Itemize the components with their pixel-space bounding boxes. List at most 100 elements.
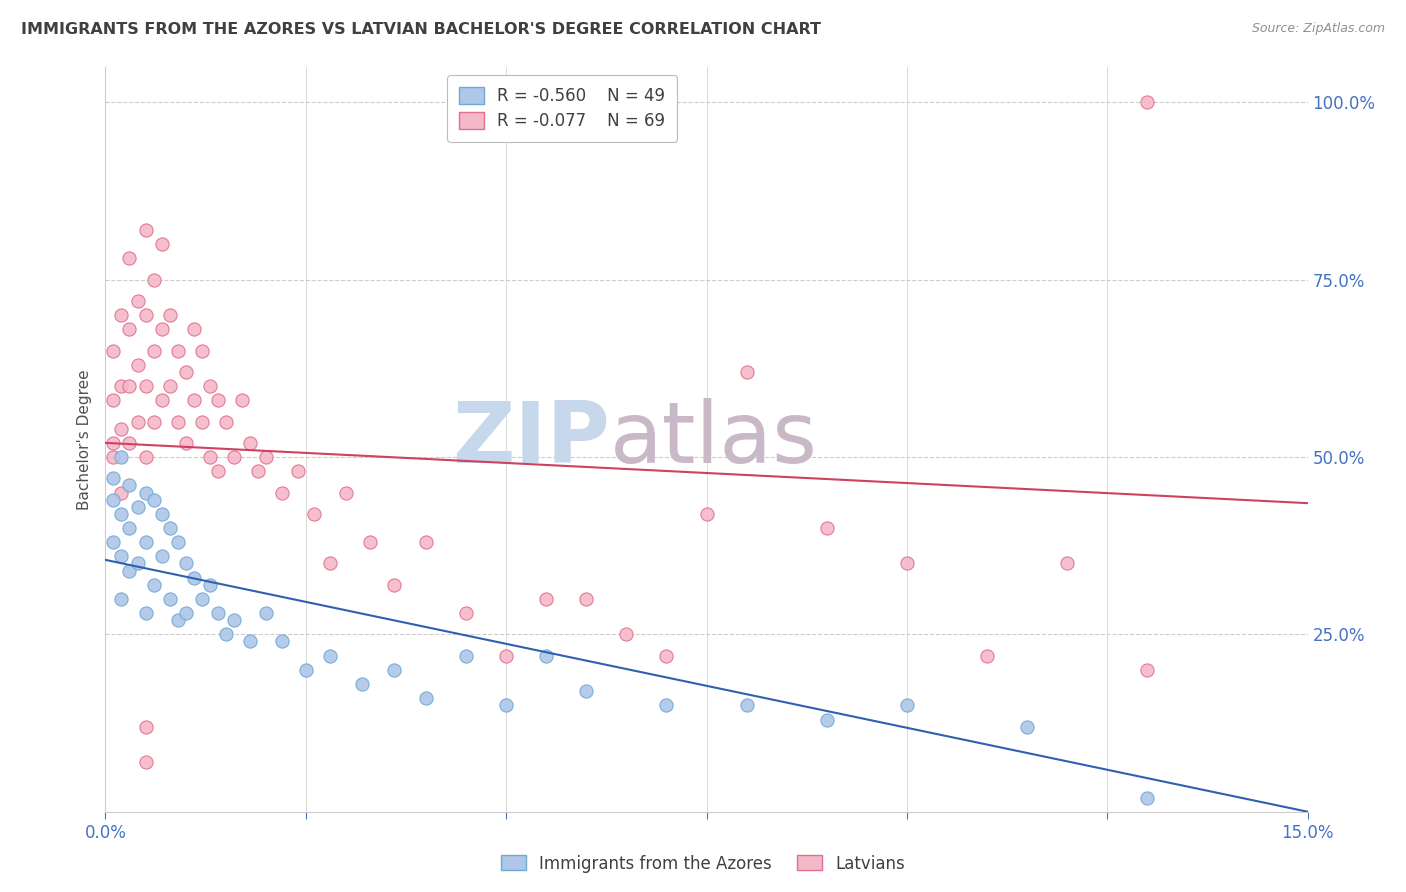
Point [183, 571, 205, 585]
Point [815, 713, 838, 727]
Point [254, 606, 277, 620]
Point [166, 613, 188, 627]
Point [118, 478, 141, 492]
Point [142, 578, 165, 592]
Text: IMMIGRANTS FROM THE AZORES VS LATVIAN BACHELOR'S DEGREE CORRELATION CHART: IMMIGRANTS FROM THE AZORES VS LATVIAN BA… [21, 22, 821, 37]
Y-axis label: Bachelor's Degree: Bachelor's Degree [76, 369, 91, 509]
Point [103, 450, 125, 464]
Point [135, 535, 157, 549]
Point [103, 343, 125, 358]
Point [655, 648, 678, 663]
Point [135, 720, 157, 734]
Point [207, 464, 229, 478]
Point [110, 308, 132, 322]
Point [110, 591, 132, 606]
Point [142, 492, 165, 507]
Point [118, 252, 141, 266]
Point [118, 564, 141, 578]
Point [183, 322, 205, 336]
Point [127, 500, 149, 514]
Point [1136, 790, 1159, 805]
Point [166, 415, 188, 429]
Point [270, 634, 292, 648]
Point [150, 237, 173, 252]
Text: atlas: atlas [610, 398, 818, 481]
Point [246, 464, 269, 478]
Point [159, 591, 181, 606]
Point [495, 648, 517, 663]
Point [190, 415, 212, 429]
Point [118, 521, 141, 535]
Point [135, 223, 157, 237]
Legend: R = -0.560    N = 49, R = -0.077    N = 69: R = -0.560 N = 49, R = -0.077 N = 69 [447, 75, 678, 142]
Point [534, 591, 557, 606]
Point [150, 507, 173, 521]
Point [270, 485, 292, 500]
Point [166, 535, 188, 549]
Point [150, 322, 173, 336]
Point [1136, 95, 1159, 110]
Point [319, 557, 342, 571]
Point [815, 521, 838, 535]
Point [896, 557, 918, 571]
Point [127, 358, 149, 372]
Point [110, 485, 132, 500]
Point [142, 343, 165, 358]
Point [534, 648, 557, 663]
Point [655, 698, 678, 713]
Point [575, 684, 598, 698]
Point [174, 557, 197, 571]
Point [359, 535, 381, 549]
Point [159, 308, 181, 322]
Point [198, 578, 221, 592]
Point [135, 379, 157, 393]
Point [103, 535, 125, 549]
Legend: Immigrants from the Azores, Latvians: Immigrants from the Azores, Latvians [495, 848, 911, 880]
Point [135, 606, 157, 620]
Point [190, 343, 212, 358]
Point [207, 393, 229, 408]
Point [118, 322, 141, 336]
Point [976, 648, 998, 663]
Point [135, 485, 157, 500]
Point [183, 393, 205, 408]
Point [142, 273, 165, 287]
Point [159, 379, 181, 393]
Point [254, 450, 277, 464]
Point [110, 549, 132, 564]
Point [135, 308, 157, 322]
Point [127, 293, 149, 308]
Point [239, 634, 262, 648]
Point [231, 393, 253, 408]
Point [174, 365, 197, 379]
Point [135, 755, 157, 769]
Point [159, 521, 181, 535]
Point [198, 379, 221, 393]
Point [302, 507, 325, 521]
Point [207, 606, 229, 620]
Point [415, 535, 437, 549]
Point [142, 415, 165, 429]
Point [382, 663, 405, 677]
Point [454, 648, 477, 663]
Point [454, 606, 477, 620]
Point [696, 507, 718, 521]
Point [110, 422, 132, 436]
Point [118, 379, 141, 393]
Point [198, 450, 221, 464]
Point [222, 613, 245, 627]
Point [287, 464, 309, 478]
Point [239, 435, 262, 450]
Point [1017, 720, 1039, 734]
Point [110, 507, 132, 521]
Point [103, 471, 125, 485]
Point [110, 379, 132, 393]
Point [1056, 557, 1078, 571]
Text: ZIP: ZIP [453, 398, 610, 481]
Point [896, 698, 918, 713]
Point [103, 492, 125, 507]
Point [103, 393, 125, 408]
Point [575, 591, 598, 606]
Point [415, 691, 437, 706]
Point [166, 343, 188, 358]
